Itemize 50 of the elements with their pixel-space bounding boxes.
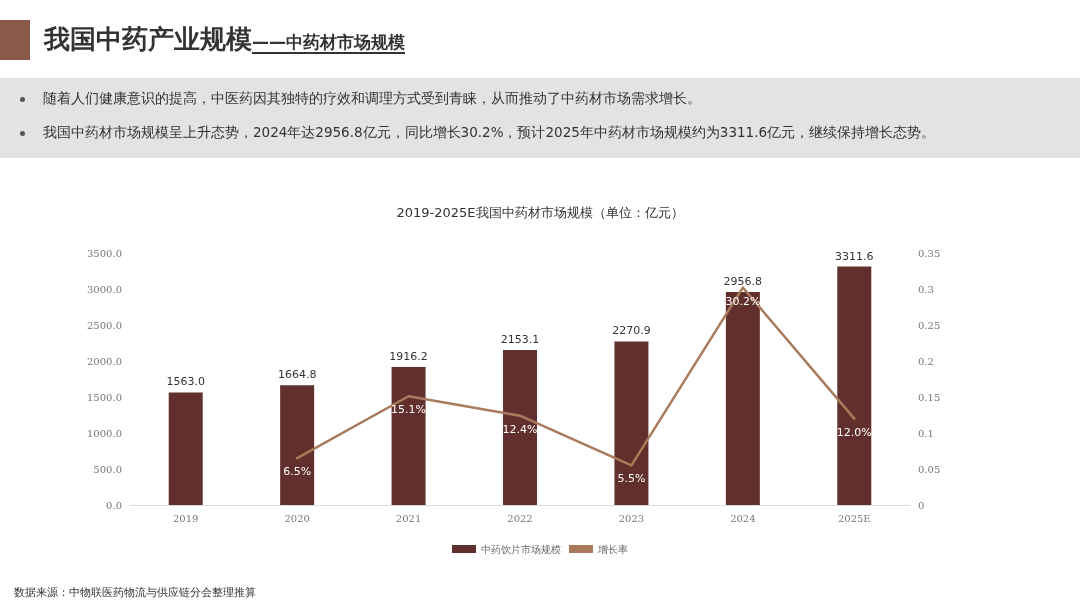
bar [503,349,537,505]
x-tick-label: 2019 [172,512,199,524]
x-tick-label: 2025E [837,512,871,524]
y-tick-label: 3000.0 [87,283,122,295]
source-note: 数据来源：中物联医药物流与供应链分会整理推算 [14,585,256,600]
data-label: 5.5% [617,472,646,486]
data-label: 12.4% [502,422,538,436]
x-tick-label: 2020 [284,512,310,524]
data-label: 2270.9 [612,324,651,338]
chart-subtitle: 2019-2025E我国中药材市场规模（单位：亿元） [396,205,684,220]
data-label: 15.1% [391,403,427,417]
data-label: 2153.1 [500,332,540,346]
x-tick-label: 2024 [730,512,756,524]
y-tick-label: 2000.0 [87,355,122,367]
data-label: 30.2% [725,294,761,308]
y-tick-label: 3500.0 [87,247,122,259]
data-label: 1664.8 [277,368,317,382]
data-label: 6.5% [283,465,312,479]
y2-tick-label: 0.2 [918,355,934,367]
x-tick-label: 2022 [507,512,533,524]
y-tick-label: 500.0 [93,463,122,475]
x-tick-label: 2021 [395,512,422,524]
text: 随着人们健康意识的提高，中医药因其独特的疗效和调理方式受到青睐，从而推动了中药材市场需求增长。 [43,90,701,106]
data-label: 3311.6 [835,249,874,263]
text: 我国中药材市场规模呈上升态势，2024年达2956.8亿元，同比增长30.2%，预计2025年中药材市场规模约为3311.6亿元，继续保持增长态势。 [43,124,936,140]
y2-tick-label: 0.05 [918,463,941,475]
data-label: 2956.8 [723,275,763,289]
y2-tick-label: 0 [918,499,925,511]
y-tick-label: 2500.0 [87,319,122,331]
x-tick-label: 2023 [618,512,645,524]
data-label: 1563.0 [166,375,205,389]
y2-tick-label: 0.3 [918,283,934,295]
bar [837,266,872,505]
bar [168,392,203,505]
legend-label: 增长率 [597,543,628,555]
y-tick-label: 1000.0 [87,427,122,439]
y2-tick-label: 0.25 [918,319,941,331]
y2-tick-label: 0.15 [918,391,941,403]
bar [391,367,426,505]
y-tick-label: 1500.0 [87,391,122,403]
y-tick-label: 0.0 [106,499,122,511]
y2-tick-label: 0.1 [918,427,934,439]
chart-title: 我国中药产业规模——中药材市场规模 [44,24,405,54]
bar [614,341,649,505]
data-label: 12.0% [836,425,872,439]
bar [280,385,315,505]
data-label: 1916.2 [389,350,428,364]
bar [725,292,760,505]
y2-tick-label: 0.35 [918,247,941,259]
legend-label: 中药饮片市场规模 [481,543,561,555]
